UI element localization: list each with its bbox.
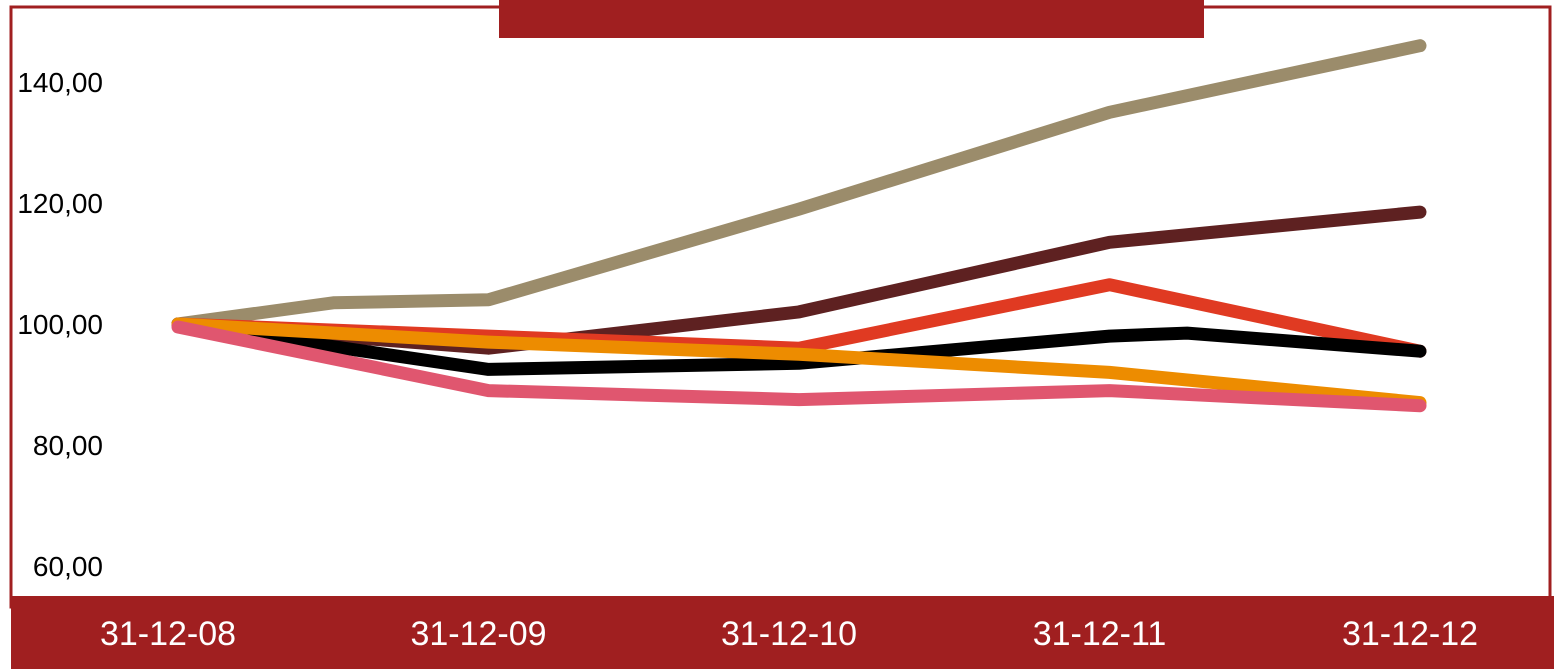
- series-line-1: [171, 39, 1427, 331]
- y-tick-label: 80,00: [33, 430, 103, 461]
- y-tick-label: 140,00: [17, 67, 103, 98]
- title-banner: [499, 0, 1204, 38]
- x-axis-band: [11, 596, 1554, 669]
- x-tick-label: 31-12-10: [721, 615, 857, 653]
- y-tick-label: 60,00: [33, 551, 103, 582]
- y-tick-label: 120,00: [17, 188, 103, 219]
- x-tick-label: 31-12-11: [1033, 615, 1167, 653]
- series-line-4: [171, 317, 1427, 376]
- series-line-5: [171, 317, 1427, 410]
- y-tick-label: 100,00: [17, 309, 103, 340]
- x-tick-label: 31-12-08: [100, 615, 236, 653]
- plot-border: [9, 5, 1552, 609]
- x-tick-label: 31-12-12: [1342, 615, 1478, 653]
- x-tick-label: 31-12-09: [410, 615, 546, 653]
- series-line-6: [171, 320, 1427, 413]
